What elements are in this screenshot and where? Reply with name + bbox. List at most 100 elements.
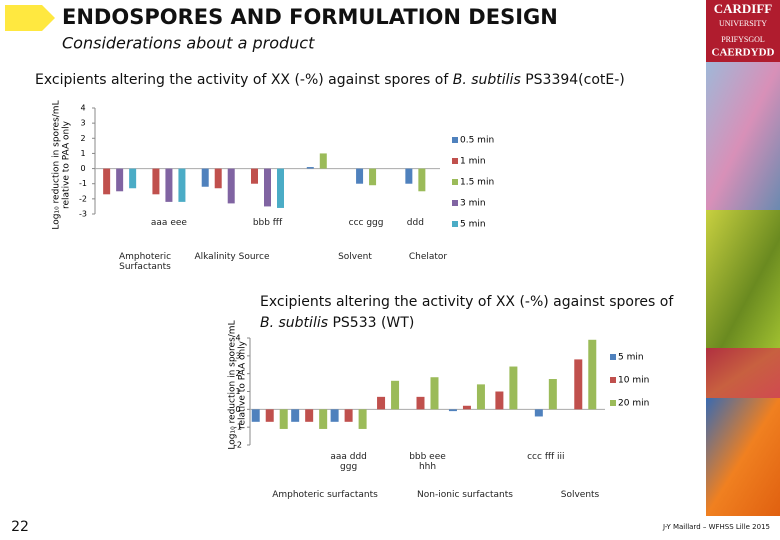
bar	[116, 168, 124, 192]
y-tick-label: 4	[235, 334, 240, 343]
y-tick-label: 3	[235, 351, 240, 360]
x-tick-label: ccc ggg	[348, 218, 384, 228]
y-tick-label: 0	[235, 405, 240, 414]
bar	[165, 168, 173, 202]
title-part: PS533 (WT)	[332, 315, 414, 331]
legend-label: 3 min	[460, 199, 486, 209]
logo-text: CAERDYDD	[712, 47, 775, 59]
bar	[588, 339, 597, 410]
bar	[344, 409, 353, 422]
page-number: 22	[11, 519, 29, 535]
arrow-icon	[5, 5, 55, 31]
legend-swatch	[610, 400, 616, 406]
bar	[103, 168, 111, 195]
x-tick-label-box: aaa ddd ggg	[330, 452, 367, 472]
bar	[430, 377, 439, 410]
bar	[251, 409, 260, 422]
bar	[448, 409, 457, 412]
slide-subtitle: Considerations about a product	[62, 34, 315, 53]
bar	[214, 168, 222, 189]
legend-label: 5 min	[460, 220, 486, 230]
bar	[358, 409, 367, 429]
title-part: B. subtilis	[260, 315, 328, 331]
bar	[306, 167, 314, 169]
bar	[416, 396, 425, 410]
group-label: Alkalinity Source	[194, 252, 270, 262]
y-tick-label: 1	[235, 387, 240, 396]
y-tick-label: -2	[234, 441, 242, 450]
group-label-box: Chelator	[409, 252, 447, 262]
group-label-box: Solvent	[338, 252, 372, 262]
bar	[462, 405, 471, 410]
x-tick-label: bbb eee hhh	[409, 452, 446, 472]
logo-text: CARDIFF	[714, 1, 773, 16]
bar	[356, 168, 364, 184]
bar	[201, 168, 209, 187]
group-label: Solvents	[560, 490, 600, 500]
bar	[265, 409, 274, 422]
legend-swatch	[452, 179, 458, 185]
legend-swatch	[610, 377, 616, 383]
y-tick-label: -3	[79, 210, 87, 219]
legend-swatch	[452, 137, 458, 143]
group-label: Non-ionic surfactants	[417, 490, 513, 500]
group-label-box: Alkalinity Source	[194, 252, 270, 262]
logo-text: PRIFYSGOL	[721, 35, 765, 44]
bar	[548, 379, 557, 410]
legend-label: 1 min	[460, 157, 486, 167]
group-label: Amphoteric surfactants	[272, 490, 378, 500]
bar	[574, 359, 583, 410]
bar	[509, 366, 518, 410]
group-label-box: Non-ionic surfactants	[417, 490, 513, 500]
group-label: Amphoteric Surfactants	[118, 252, 172, 272]
title-part: Excipients altering the activity of XX (…	[35, 72, 449, 88]
group-label-box: Amphoteric Surfactants	[118, 252, 172, 272]
bar	[418, 168, 426, 192]
photo	[706, 348, 780, 398]
legend-label: 5 min	[618, 353, 644, 363]
bar	[129, 168, 137, 189]
photo	[706, 398, 780, 516]
y-tick-label: 3	[80, 119, 85, 128]
photo	[706, 62, 780, 210]
title-part: Excipients altering the activity of XX (…	[260, 294, 674, 310]
bar	[178, 168, 186, 202]
group-label: Solvent	[338, 252, 372, 262]
bar	[534, 409, 543, 417]
bar	[251, 168, 258, 184]
legend-swatch	[610, 354, 616, 360]
bar	[279, 409, 288, 429]
y-axis-label: Log₁₀ reduction in spores/mL	[52, 100, 62, 229]
bar	[291, 409, 300, 422]
bar	[319, 409, 328, 429]
x-tick-label-box: bbb eee hhh	[409, 452, 446, 472]
y-tick-label: -2	[79, 194, 87, 203]
legend-swatch	[452, 200, 458, 206]
legend-label: 1.5 min	[460, 178, 494, 188]
x-tick-label-box: aaa eee	[151, 218, 187, 228]
bar	[264, 168, 271, 207]
x-tick-label-box: ccc fff iii	[527, 452, 564, 462]
bar	[277, 168, 284, 208]
bar	[319, 153, 327, 169]
logo-bg	[706, 0, 780, 62]
x-tick-label-box: ddd	[407, 218, 424, 228]
x-tick-label: bbb fff	[252, 218, 283, 228]
y-tick-label: 2	[80, 134, 85, 143]
legend-swatch	[452, 221, 458, 227]
chart-title: Excipients altering the activity of XX (…	[260, 294, 674, 310]
bar	[391, 380, 400, 410]
slide-title: ENDOSPORES AND FORMULATION DESIGN	[62, 5, 558, 29]
photo	[706, 210, 780, 348]
bar	[495, 391, 504, 410]
footer-credit: J-Y Maillard – WFHSS Lille 2015	[662, 523, 770, 531]
y-tick-label: -1	[234, 423, 242, 432]
chart-title: Excipients altering the activity of XX (…	[35, 72, 625, 88]
x-tick-label-box: ccc ggg	[348, 218, 384, 228]
x-tick-label: aaa ddd ggg	[330, 452, 367, 472]
y-tick-label: 1	[80, 149, 85, 158]
y-tick-label: 2	[235, 369, 240, 378]
group-label-box: Solvents	[560, 490, 600, 500]
y-tick-label: 0	[80, 164, 85, 173]
